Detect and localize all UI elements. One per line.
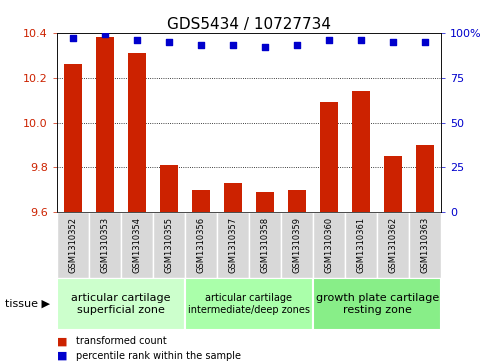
Bar [64,64,81,212]
Bar [121,212,153,278]
Point [165,39,173,45]
Text: GSM1310357: GSM1310357 [228,217,238,273]
Point [133,37,141,43]
Text: GSM1310362: GSM1310362 [388,217,398,273]
Point [101,32,108,37]
Point [229,42,237,48]
Bar [345,212,377,278]
Text: tissue ▶: tissue ▶ [5,299,50,309]
Bar [192,190,210,212]
Text: GSM1310363: GSM1310363 [421,217,430,273]
Text: articular cartilage
superficial zone: articular cartilage superficial zone [71,293,171,315]
Point [197,42,205,48]
Bar [89,212,121,278]
Bar [385,156,402,212]
Title: GDS5434 / 10727734: GDS5434 / 10727734 [167,16,331,32]
Text: percentile rank within the sample: percentile rank within the sample [76,351,242,361]
Text: GSM1310356: GSM1310356 [196,217,206,273]
Bar [185,278,313,330]
Bar [256,192,274,212]
Text: GSM1310353: GSM1310353 [100,217,109,273]
Point [293,42,301,48]
Bar [313,212,345,278]
Point [389,39,397,45]
Text: GSM1310358: GSM1310358 [260,217,270,273]
Text: ■: ■ [57,351,67,361]
Text: GSM1310355: GSM1310355 [164,217,174,273]
Bar [153,212,185,278]
Bar [288,190,306,212]
Bar [249,212,281,278]
Text: GSM1310360: GSM1310360 [324,217,334,273]
Bar [352,91,370,212]
Point [421,39,429,45]
Text: GSM1310359: GSM1310359 [292,217,302,273]
Text: articular cartilage
intermediate/deep zones: articular cartilage intermediate/deep zo… [188,293,310,315]
Bar [128,53,145,212]
Bar [160,165,177,212]
Point [357,37,365,43]
Text: GSM1310361: GSM1310361 [356,217,366,273]
Point [261,44,269,50]
Bar [377,212,409,278]
Point [69,35,77,41]
Bar [320,102,338,212]
Text: ■: ■ [57,336,67,346]
Bar [217,212,249,278]
Text: transformed count: transformed count [76,336,167,346]
Text: GSM1310354: GSM1310354 [132,217,141,273]
Bar [57,212,89,278]
Bar [281,212,313,278]
Bar [185,212,217,278]
Text: growth plate cartilage
resting zone: growth plate cartilage resting zone [316,293,439,315]
Bar [57,278,185,330]
Point [325,37,333,43]
Bar [313,278,441,330]
Bar [96,37,113,212]
Text: GSM1310352: GSM1310352 [68,217,77,273]
Bar [417,145,434,212]
Bar [409,212,441,278]
Bar [224,183,242,212]
